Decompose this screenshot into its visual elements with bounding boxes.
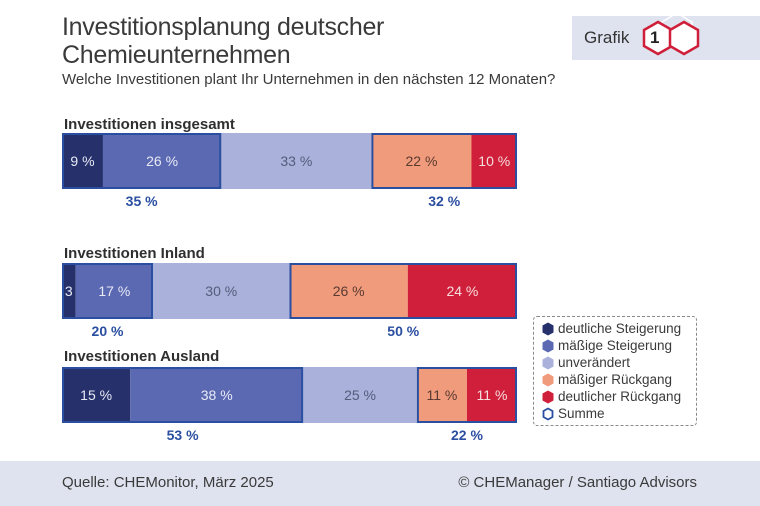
bar-segment-deutlicher-rueckgang [407, 263, 517, 319]
title-line-2: Chemieunternehmen [62, 41, 291, 69]
sum-frame-decrease [371, 133, 517, 189]
bar-segment-maessiger-rueckgang [371, 133, 472, 189]
sum-frame-increase [62, 367, 304, 423]
sum-frame-increase [62, 133, 222, 189]
bar-segment-deutliche-steigerung [62, 367, 131, 423]
bar-value-label: 3 [65, 283, 73, 299]
bar-value-label: 15 % [80, 387, 112, 403]
bar-segment-unveraendert [303, 367, 417, 423]
bar-segment-unveraendert [221, 133, 372, 189]
badge-number: 1 [650, 28, 660, 47]
legend-label: mäßiger Rückgang [558, 372, 673, 387]
badge-label: Grafik [584, 28, 630, 47]
legend-hexagon-icon [542, 339, 554, 353]
legend-hexagon-icon [542, 373, 554, 387]
group-title-insgesamt: Investitionen insgesamt [64, 116, 235, 133]
legend-label: Summe [558, 406, 605, 421]
legend-label: unverändert [558, 355, 631, 370]
bar-segment-deutliche-steigerung [62, 133, 103, 189]
chart-subtitle: Welche Investitionen plant Ihr Unternehm… [62, 71, 556, 88]
bar-value-label: 24 % [446, 283, 478, 299]
bar-value-label: 10 % [478, 153, 510, 169]
legend-hexagon-icon [542, 322, 554, 336]
bar-segment-maessiger-rueckgang [289, 263, 408, 319]
bar-value-label: 17 % [98, 283, 130, 299]
bar-segment-deutliche-steigerung [62, 263, 76, 319]
title-line-1: Investitionsplanung deutscher [62, 13, 385, 41]
bar-segment-maessiger-rueckgang [416, 367, 467, 423]
bar-value-label: 33 % [280, 153, 312, 169]
legend-label: deutliche Steigerung [558, 321, 682, 336]
chart-title: Investitionsplanung deutscher Chemieunter… [62, 13, 384, 69]
hexagon-logo-icon [642, 8, 704, 56]
bar-segment-maessige-steigerung [75, 263, 153, 319]
footer: Quelle: CHEMonitor, März 2025 © CHEManag… [0, 461, 760, 506]
sum-frame-increase [62, 263, 153, 319]
bar-value-label: 38 % [201, 387, 233, 403]
legend-label: mäßige Steigerung [558, 338, 673, 353]
figure-badge: Grafik 1 [572, 8, 760, 60]
legend-hexagon-icon [542, 390, 554, 404]
copyright-note: © CHEManager / Santiago Advisors [458, 474, 697, 491]
legend-hexagon-outline-icon [542, 407, 554, 421]
bar-segment-maessige-steigerung [102, 133, 222, 189]
source-note: Quelle: CHEMonitor, März 2025 [62, 474, 274, 491]
bar-value-label: 30 % [205, 283, 237, 299]
legend-label: deutlicher Rückgang [558, 389, 682, 404]
legend: deutliche Steigerung mäßige Steigerung u… [533, 316, 697, 426]
bar-segment-deutlicher-rueckgang [471, 133, 517, 189]
sum-frame-decrease [416, 367, 517, 423]
bar-segment-unveraendert [153, 263, 290, 319]
sum-frame-decrease [289, 263, 517, 319]
bar-value-label: 11 % [477, 387, 508, 403]
sum-label-increase: 20 % [92, 323, 124, 339]
sum-label-decrease: 22 % [451, 427, 483, 443]
bar-value-label: 26 % [333, 283, 365, 299]
bar-value-label: 9 % [70, 153, 94, 169]
sum-label-increase: 35 % [126, 193, 158, 209]
sum-label-decrease: 50 % [387, 323, 419, 339]
bar-value-label: 25 % [344, 387, 376, 403]
group-title-inland: Investitionen Inland [64, 245, 205, 262]
bar-value-label: 11 % [426, 387, 457, 403]
bar-value-label: 22 % [405, 153, 437, 169]
sum-label-decrease: 32 % [428, 193, 460, 209]
bar-segment-maessige-steigerung [130, 367, 304, 423]
bar-value-label: 26 % [146, 153, 178, 169]
bar-segment-deutlicher-rueckgang [466, 367, 517, 423]
legend-hexagon-icon [542, 356, 554, 370]
group-title-ausland: Investitionen Ausland [64, 348, 220, 365]
stacked-bar-chart: 9 % 26 % 33 % 22 % 10 % 35 % 32 % 3 17 % 30 % 26 %… [62, 133, 517, 443]
sum-label-increase: 53 % [167, 427, 199, 443]
